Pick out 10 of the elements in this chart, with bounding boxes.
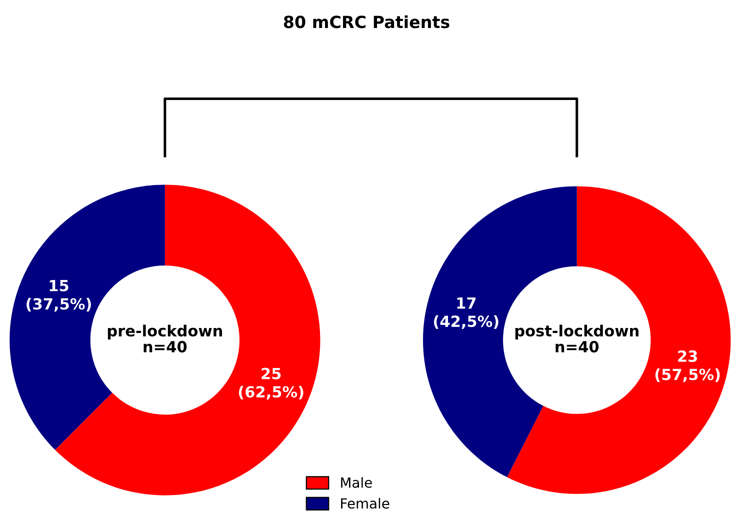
chart-title: 80 mCRC Patients (284, 15, 450, 28)
text: pre-lockdown n=40 (108, 324, 222, 352)
legend-label: Female (341, 498, 390, 509)
text: post-lockdown n=40 (515, 324, 638, 352)
data-label: 25 (62,5%) (238, 368, 304, 400)
data-label: 23 (57,5%) (655, 350, 720, 382)
legend-label: Male (341, 477, 372, 488)
donut-slice (507, 186, 731, 494)
data-label: 17 (42,5%) (434, 297, 498, 330)
data-label: 15 (37,5%) (26, 280, 91, 312)
